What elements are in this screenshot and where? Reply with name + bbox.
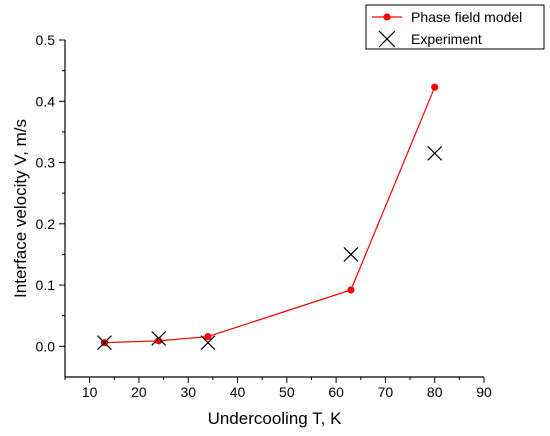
x-tick-label: 70	[378, 384, 394, 400]
x-tick-label: 20	[131, 384, 147, 400]
data-point-experiment	[343, 247, 359, 262]
data-point-model	[204, 332, 212, 341]
data-point-experiment	[97, 335, 112, 351]
data-point-experiment	[200, 335, 216, 351]
x-tick-label: 10	[82, 384, 98, 400]
y-tick-label: 0.3	[36, 155, 56, 171]
y-tick-label: 0.0	[36, 338, 56, 354]
x-tick-label: 30	[180, 384, 196, 400]
y-tick-label: 0.1	[36, 277, 56, 293]
x-tick-label: 40	[230, 384, 246, 400]
series-group	[97, 83, 443, 351]
y-tick-label: 0.5	[36, 32, 56, 48]
legend-model-dot	[383, 13, 391, 21]
x-tick-label: 90	[476, 384, 492, 400]
legend: Phase field model Experiment	[365, 4, 545, 50]
data-point-model	[347, 286, 355, 294]
data-point-model	[431, 83, 439, 91]
legend-experiment-label: Experiment	[411, 31, 482, 47]
ticks-group: 10 20 30 40 50 60 70 80 90 0.0 0.1 0.2 0.3 0.4 0.5	[36, 32, 492, 400]
x-tick-label: 50	[279, 384, 295, 400]
x-tick-label: 80	[427, 384, 443, 400]
axes-group	[64, 40, 484, 378]
x-tick-label: 60	[328, 384, 344, 400]
data-point-experiment	[427, 145, 443, 161]
data-point-experiment	[151, 330, 167, 346]
y-axis-title: Interface velocity V, m/s	[11, 119, 30, 298]
y-tick-label: 0.4	[36, 93, 56, 109]
x-axis-title: Undercooling T, K	[208, 409, 343, 428]
data-point-model	[155, 337, 163, 345]
legend-experiment-marker	[378, 30, 396, 48]
y-tick-label: 0.2	[36, 216, 56, 232]
legend-box	[365, 4, 545, 50]
legend-model-label: Phase field model	[411, 9, 522, 25]
